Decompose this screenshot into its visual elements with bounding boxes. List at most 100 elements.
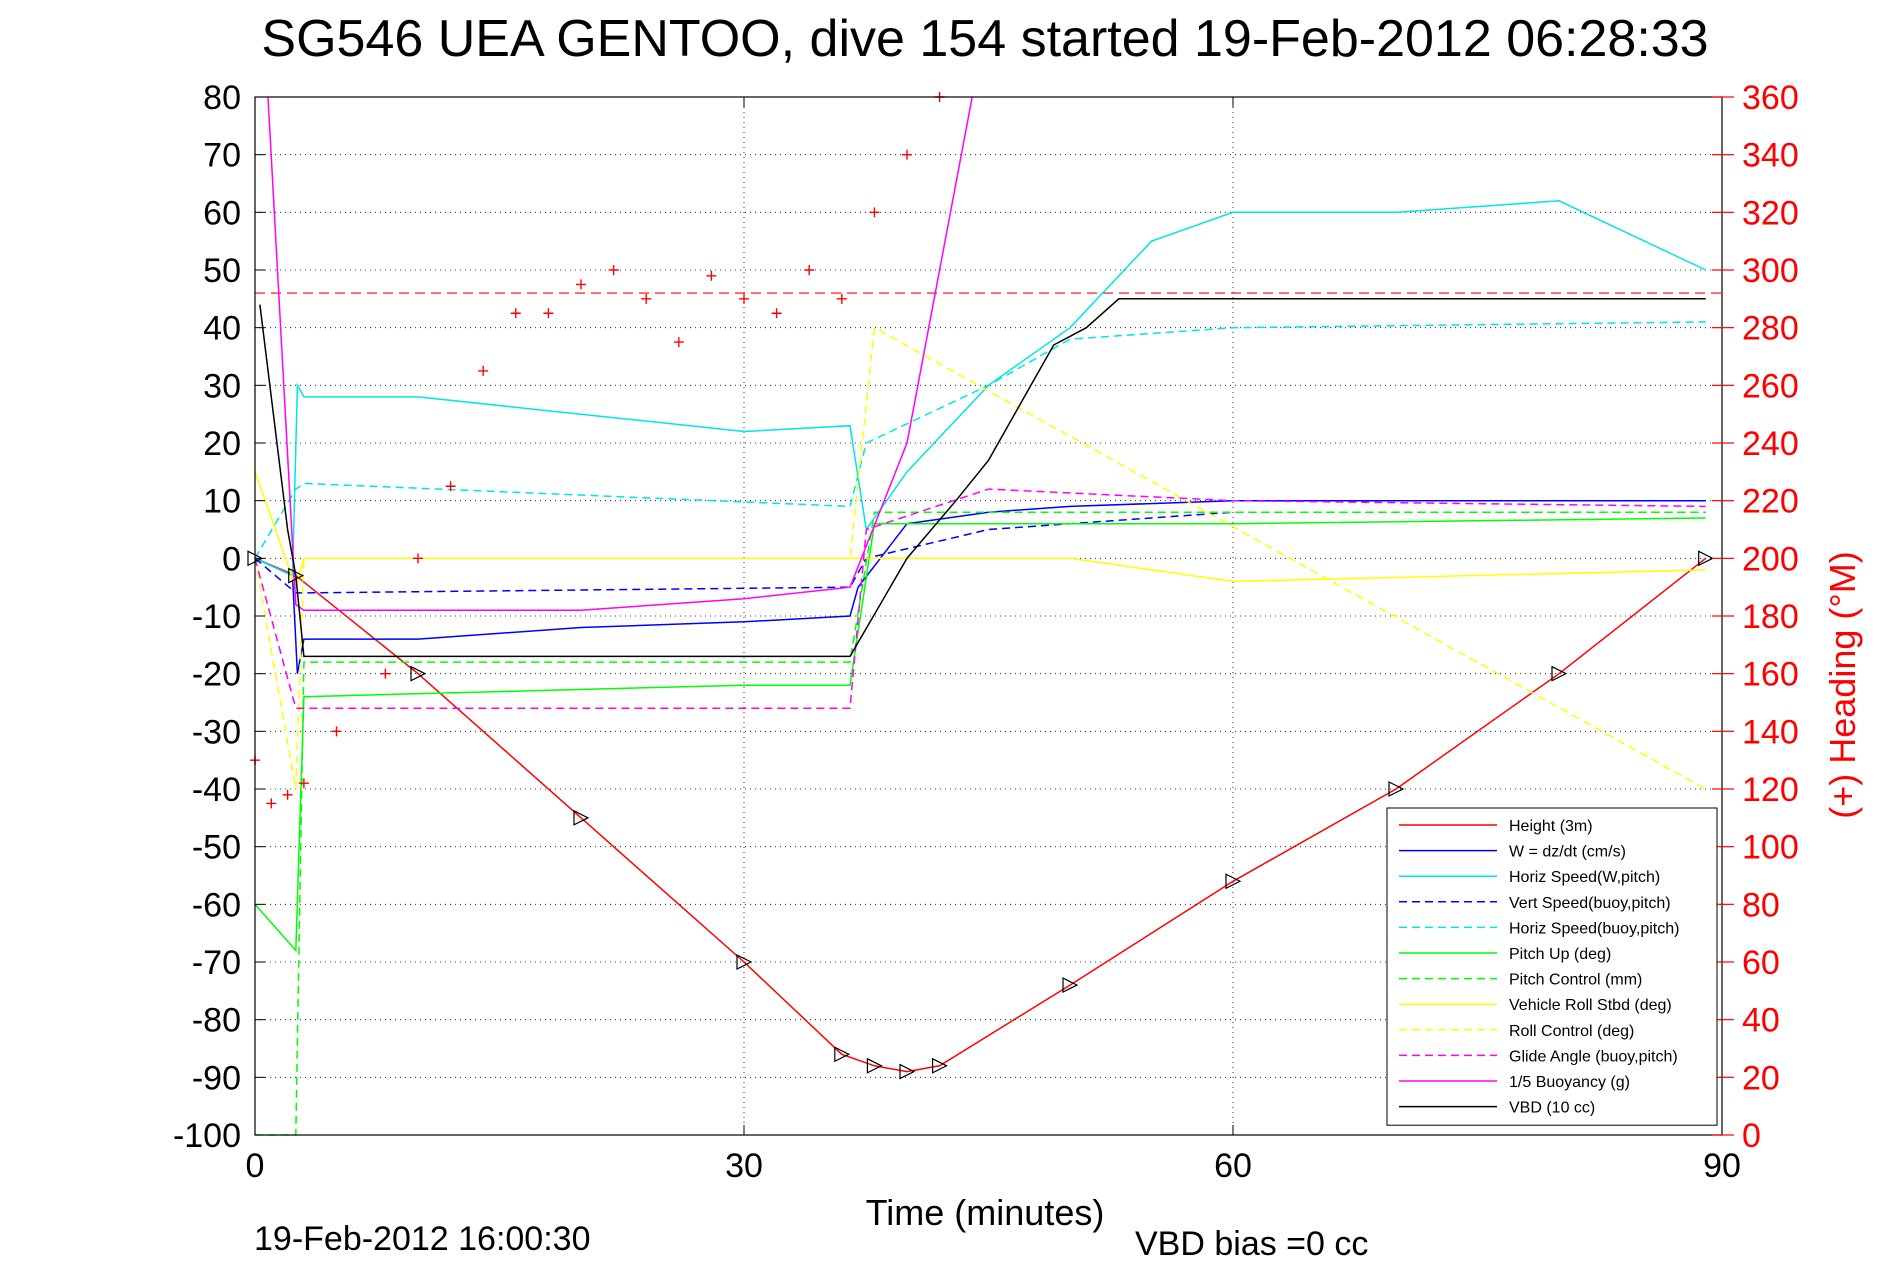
y-tick-label: -60 <box>192 886 241 924</box>
legend-box <box>1386 807 1718 1126</box>
legend-label: Horiz Speed(W,pitch) <box>1509 869 1660 886</box>
y2-tick-label: 100 <box>1742 829 1799 867</box>
depth-marker <box>410 665 427 682</box>
y-tick-label: 20 <box>203 425 241 463</box>
series-line <box>254 517 1706 953</box>
y-tick-label: -80 <box>192 1002 241 1040</box>
y-tick-label: -40 <box>192 771 241 809</box>
heading-marker <box>836 293 847 304</box>
legend-label: W = dz/dt (cm/s) <box>1509 844 1626 861</box>
series-line <box>254 488 1706 710</box>
heading-marker <box>673 337 684 348</box>
x-tick-label: 90 <box>1703 1147 1741 1185</box>
x-tick-label: 0 <box>246 1147 265 1185</box>
legend-label: Horiz Speed(buoy,pitch) <box>1509 920 1679 937</box>
series-line <box>254 326 1707 790</box>
y-ticks: 80 70 60 50 40 30 20 10 0 -10 -20 -30 -40 -50 -60 -70 -8… <box>173 79 265 1155</box>
heading-marker <box>804 265 815 275</box>
series-line <box>267 96 973 611</box>
y-tick-label: -10 <box>192 598 241 636</box>
depth-marker <box>1698 550 1715 567</box>
depth-marker <box>1225 873 1242 890</box>
heading-marker <box>413 553 423 564</box>
depth-marker <box>1388 781 1405 797</box>
x-ticks: 0 30 60 90 <box>246 97 1741 1185</box>
legend-label: Vehicle Roll Stbd (deg) <box>1509 997 1672 1014</box>
y2-tick-label: 280 <box>1742 310 1799 348</box>
chart-title: SG546 UEA GENTOO, dive 154 started 19-Fe… <box>261 10 1708 68</box>
y-tick-label: -90 <box>192 1059 241 1097</box>
y2-tick-label: 20 <box>1742 1059 1780 1097</box>
y2-tick-label: 360 <box>1742 79 1799 117</box>
heading-marker <box>576 279 586 290</box>
y-tick-label: 40 <box>203 310 241 348</box>
y-tick-label: -100 <box>173 1117 241 1155</box>
heading-marker <box>739 293 749 304</box>
heading-marker <box>298 778 309 789</box>
heading-marker <box>510 308 521 319</box>
y-tick-label: -20 <box>192 656 241 694</box>
depth-marker <box>834 1046 851 1063</box>
y2-tick-label: 200 <box>1742 540 1799 578</box>
heading-marker <box>902 149 912 160</box>
y-tick-label: 0 <box>222 540 241 578</box>
y2-tick-label: 340 <box>1742 137 1799 175</box>
legend-label: 1/5 Buoyancy (g) <box>1509 1074 1630 1091</box>
series-line <box>254 321 1706 559</box>
depth-marker <box>1551 665 1568 682</box>
depth-marker <box>288 567 305 584</box>
legend-label: Pitch Up (deg) <box>1509 946 1611 963</box>
y2-tick-label: 300 <box>1742 252 1799 290</box>
y2-tick-label: 180 <box>1742 598 1799 636</box>
y2-tick-label: 320 <box>1742 194 1799 232</box>
y2-tick-label: 160 <box>1742 656 1799 694</box>
legend-label: VBD (10 cc) <box>1509 1100 1595 1117</box>
legend: Height (3m) W = dz/dt (cm/s) Horiz Speed(W… <box>1386 807 1718 1126</box>
y2-axis-label: (+) Heading (°M) <box>1822 551 1863 818</box>
x-axis-label: Time (minutes) <box>866 1192 1105 1233</box>
depth-marker <box>1062 977 1079 994</box>
y2-tick-label: 60 <box>1742 944 1780 982</box>
legend-label: Roll Control (deg) <box>1509 1023 1634 1040</box>
y-tick-label: -50 <box>192 829 241 867</box>
x-tick-label: 30 <box>725 1147 763 1185</box>
heading-marker <box>380 668 391 679</box>
heading-marker <box>445 481 456 492</box>
y-tick-label: 50 <box>203 252 241 290</box>
heading-marker <box>282 789 293 800</box>
heading-marker <box>266 798 277 809</box>
y2-tick-label: 120 <box>1742 771 1799 809</box>
heading-marker <box>771 308 782 319</box>
y2-tick-label: 40 <box>1742 1002 1780 1040</box>
y2-ticks: 3603403203002802602402202001801601401201… <box>1712 79 1799 1155</box>
heading-marker <box>641 293 652 304</box>
heading-marker <box>869 207 880 218</box>
y-tick-label: 70 <box>203 137 241 175</box>
depth-marker <box>932 1057 948 1074</box>
y2-tick-label: 140 <box>1742 713 1799 751</box>
legend-label: Pitch Control (mm) <box>1509 972 1642 989</box>
heading-marker <box>478 365 489 376</box>
series-line <box>259 298 1706 658</box>
footer-vbd-bias: VBD bias =0 cc <box>1135 1225 1368 1262</box>
depth-marker <box>899 1063 916 1080</box>
y2-tick-label: 240 <box>1742 425 1799 463</box>
depth-marker <box>573 809 590 826</box>
y2-tick-label: 80 <box>1742 886 1780 924</box>
heading-marker <box>543 308 554 319</box>
y-tick-label: -70 <box>192 944 241 982</box>
y-tick-label: 30 <box>203 367 241 405</box>
y2-tick-label: 0 <box>1742 1117 1761 1155</box>
footer-timestamp: 19-Feb-2012 16:00:30 <box>254 1220 590 1258</box>
y-tick-label: -30 <box>192 713 241 751</box>
depth-marker <box>736 954 753 970</box>
y2-tick-label: 260 <box>1742 367 1799 405</box>
y2-tick-label: 220 <box>1742 483 1799 521</box>
y-tick-label: 60 <box>203 194 241 232</box>
legend-label: Vert Speed(buoy,pitch) <box>1509 895 1671 912</box>
legend-label: Glide Angle (buoy,pitch) <box>1509 1048 1678 1065</box>
x-tick-label: 60 <box>1214 1147 1252 1185</box>
depth-marker <box>866 1057 883 1074</box>
heading-marker <box>706 270 717 281</box>
